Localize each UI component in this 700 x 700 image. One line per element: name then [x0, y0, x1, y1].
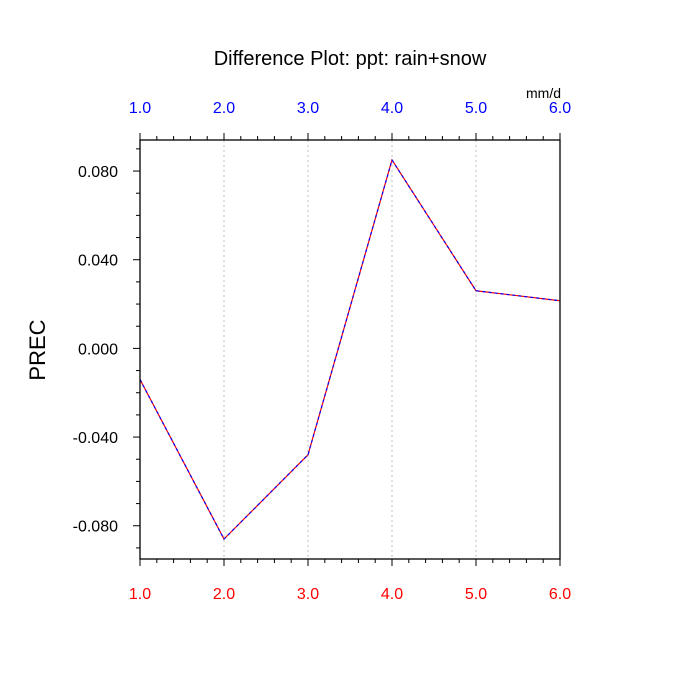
x-tick-label-top: 2.0	[213, 100, 235, 117]
data-point	[391, 159, 393, 161]
x-tick-label-top: 1.0	[129, 100, 151, 117]
series-line-dash	[139, 158, 561, 541]
x-tick-label-top: 4.0	[381, 100, 403, 117]
y-tick-label: 0.000	[78, 341, 118, 358]
y-tick-label: 0.040	[78, 253, 118, 270]
y-axis-label: PREC	[25, 319, 50, 380]
x-tick-label-bottom: 1.0	[129, 586, 151, 603]
y-tick-label: -0.040	[73, 430, 118, 447]
data-point	[223, 538, 225, 540]
x-tick-label-bottom: 6.0	[549, 586, 571, 603]
axis-ticks	[133, 133, 561, 566]
data-point	[307, 454, 309, 456]
chart-title: Difference Plot: ppt: rain+snow	[214, 48, 487, 70]
x-tick-label-bottom: 3.0	[297, 586, 319, 603]
plot-frame	[139, 139, 561, 560]
tick-labels: 1.0 1.0 2.0 2.0 3.0 3.0 4.0 4.0 5.0 5.0 6.0 6.0 0.08…	[73, 100, 572, 603]
grid	[223, 140, 477, 559]
y-tick-label: -0.080	[73, 519, 118, 536]
units-label: mm/d	[526, 85, 561, 101]
series-line	[139, 158, 561, 541]
x-tick-label-bottom: 4.0	[381, 586, 403, 603]
data-point	[475, 290, 477, 292]
x-tick-label-top: 6.0	[549, 100, 571, 117]
x-tick-label-bottom: 2.0	[213, 586, 235, 603]
y-tick-label: 0.080	[78, 164, 118, 181]
x-tick-label-bottom: 5.0	[465, 586, 487, 603]
x-tick-label-top: 5.0	[465, 100, 487, 117]
data-line	[139, 158, 561, 541]
x-tick-label-top: 3.0	[297, 100, 319, 117]
